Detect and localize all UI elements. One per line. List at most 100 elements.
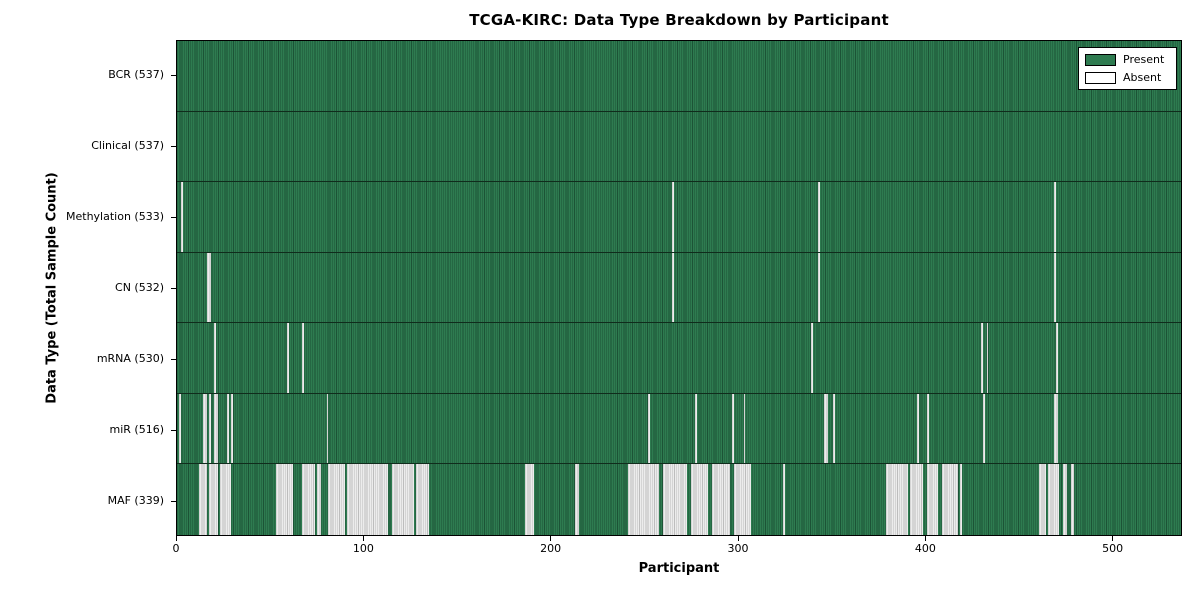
x-tick-mark [175,536,177,541]
absent-stripe [1053,182,1056,252]
x-tick-mark [924,536,926,541]
absent-stripe [926,464,938,535]
absent-stripe [732,393,735,464]
y-tick-label-methylation: Methylation (533) [66,210,164,224]
y-tick-mark [171,146,176,147]
chart-row-methylation [177,182,1181,253]
y-tick-label-mrna: mRNA (530) [96,351,164,365]
absent-stripe [960,464,963,535]
absent-stripe [734,464,751,535]
absent-stripe [711,464,731,535]
absent-stripe [926,393,929,464]
absent-stripe [694,393,697,464]
absent-stripe [810,323,813,393]
absent-stripe [833,393,836,464]
absent-stripe [302,464,316,535]
absent-stripe [575,464,579,535]
absent-stripe [214,323,217,393]
absent-stripe [317,464,321,535]
absent-stripe [909,464,923,535]
x-tick-mark [737,536,739,541]
chart-row-mrna [177,323,1181,394]
present-swatch-icon [1085,53,1116,66]
absent-stripe [627,464,660,535]
x-tick-label-0: 0 [172,542,180,555]
absent-stripe [1053,393,1058,464]
absent-stripe [823,393,828,464]
absent-stripe [392,464,415,535]
absent-stripe [986,323,989,393]
absent-stripe [199,464,207,535]
y-tick-mark [171,217,176,218]
absent-stripe [206,252,211,323]
absent-stripe [208,464,219,535]
legend-entry-absent: Absent [1085,71,1169,84]
absent-stripe [302,323,305,393]
y-tick-label-bcr: BCR (537) [108,68,164,82]
absent-stripe [663,464,688,535]
absent-stripe [326,393,329,464]
absent-stripe [672,252,675,323]
absent-stripe [1063,464,1067,535]
absent-stripe [1053,252,1056,323]
absent-stripe [691,464,708,535]
absent-stripe [220,464,232,535]
chart-row-bcr [177,41,1181,112]
absent-stripe [782,464,785,535]
x-tick-label-500: 500 [1102,542,1124,555]
absent-stripe [227,393,230,464]
x-axis-label: Participant [638,561,720,576]
absent-stripe [328,464,346,535]
y-tick-mark [171,359,176,360]
absent-stripe [208,393,211,464]
absent-stripe [214,393,219,464]
absent-stripe [917,393,920,464]
y-tick-label-maf: MAF (339) [107,493,164,507]
chart-row-mir [177,393,1181,465]
legend-label-absent: Absent [1123,71,1162,84]
absent-swatch-icon [1085,71,1116,84]
y-tick-label-cn: CN (532) [115,281,164,294]
absent-stripe [818,252,821,323]
absent-stripe [818,182,821,252]
x-tick-mark [1112,536,1114,541]
absent-stripe [1055,323,1058,393]
y-tick-label-clinical: Clinical (537) [91,139,164,153]
x-tick-mark [550,536,552,541]
chart-row-maf [177,464,1181,535]
absent-stripe [287,323,290,393]
legend-label-present: Present [1123,53,1165,66]
plot-area [176,40,1182,536]
y-tick-mark [171,501,176,502]
absent-stripe [231,393,234,464]
absent-stripe [203,393,207,464]
absent-stripe [1070,464,1075,535]
absent-stripe [524,464,535,535]
absent-stripe [885,464,909,535]
legend: Present Absent [1078,47,1177,90]
y-tick-mark [171,75,176,76]
absent-stripe [1038,464,1047,535]
absent-stripe [982,393,985,464]
x-tick-label-100: 100 [352,542,374,555]
absent-stripe [416,464,430,535]
chart-title: TCGA-KIRC: Data Type Breakdown by Partic… [469,11,889,29]
absent-stripe [648,393,650,464]
absent-stripe [180,182,183,252]
chart-row-clinical [177,112,1181,183]
x-tick-mark [362,536,364,541]
x-tick-label-300: 300 [727,542,749,555]
absent-stripe [980,323,983,393]
absent-stripe [347,464,389,535]
chart-row-cn [177,252,1181,324]
x-tick-label-200: 200 [540,542,562,555]
x-tick-label-400: 400 [914,542,936,555]
absent-stripe [276,464,293,535]
absent-stripe [672,182,675,252]
y-tick-mark [171,430,176,431]
absent-stripe [743,393,746,464]
absent-stripe [178,393,181,464]
y-tick-mark [171,288,176,289]
absent-stripe [941,464,959,535]
